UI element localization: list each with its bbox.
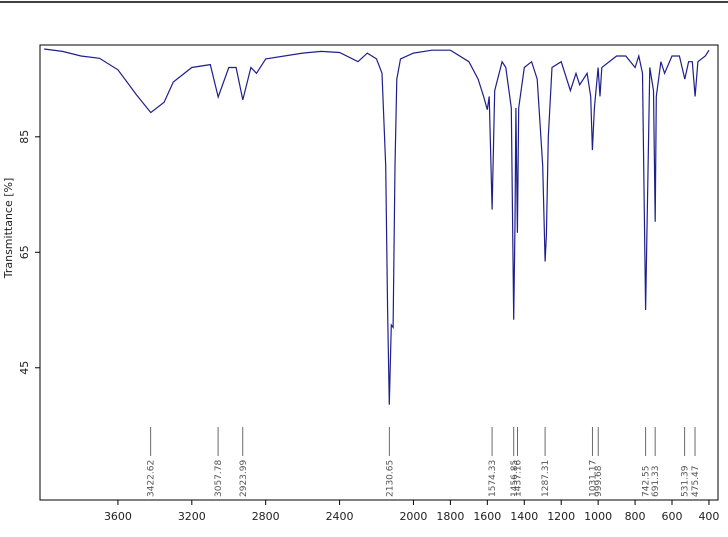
x-tick-label: 2000 bbox=[399, 510, 427, 523]
x-tick-label: 400 bbox=[698, 510, 719, 523]
y-axis-label: Transmittance [%] bbox=[2, 178, 15, 280]
peak-label: 1437.16 bbox=[513, 460, 523, 497]
plot-frame bbox=[39, 44, 719, 501]
peak-label: 691.33 bbox=[651, 466, 661, 498]
peak-label: 1456.85 bbox=[510, 460, 520, 497]
peak-label: 2923.99 bbox=[239, 460, 249, 497]
peak-label: 1574.33 bbox=[488, 460, 498, 497]
x-tick-label: 3200 bbox=[178, 510, 206, 523]
x-tick-label: 600 bbox=[662, 510, 683, 523]
x-tick-label: 1600 bbox=[473, 510, 501, 523]
peak-label: 742.55 bbox=[642, 466, 652, 498]
y-tick-label: 65 bbox=[18, 245, 31, 259]
x-tick-label: 2400 bbox=[326, 510, 354, 523]
x-tick-label: 1800 bbox=[436, 510, 464, 523]
x-tick-label: 1000 bbox=[584, 510, 612, 523]
x-tick-label: 1200 bbox=[547, 510, 575, 523]
x-tick-label: 1400 bbox=[510, 510, 538, 523]
peak-label: 2130.65 bbox=[385, 460, 395, 497]
spectrum-line bbox=[44, 48, 710, 405]
peak-label: 999.68 bbox=[594, 465, 604, 497]
y-tick-label: 85 bbox=[18, 130, 31, 144]
peak-label: 475.47 bbox=[691, 466, 701, 498]
peak-label: 1031.17 bbox=[588, 460, 598, 497]
x-tick-label: 3600 bbox=[104, 510, 132, 523]
x-tick-label: 800 bbox=[625, 510, 646, 523]
peak-label: 3057.78 bbox=[214, 460, 224, 497]
y-tick-label: 45 bbox=[18, 361, 31, 375]
peak-label: 531.39 bbox=[681, 465, 691, 497]
peak-label: 1287.31 bbox=[541, 460, 551, 497]
x-tick-label: 2800 bbox=[252, 510, 280, 523]
peak-label: 3422.62 bbox=[147, 460, 157, 497]
